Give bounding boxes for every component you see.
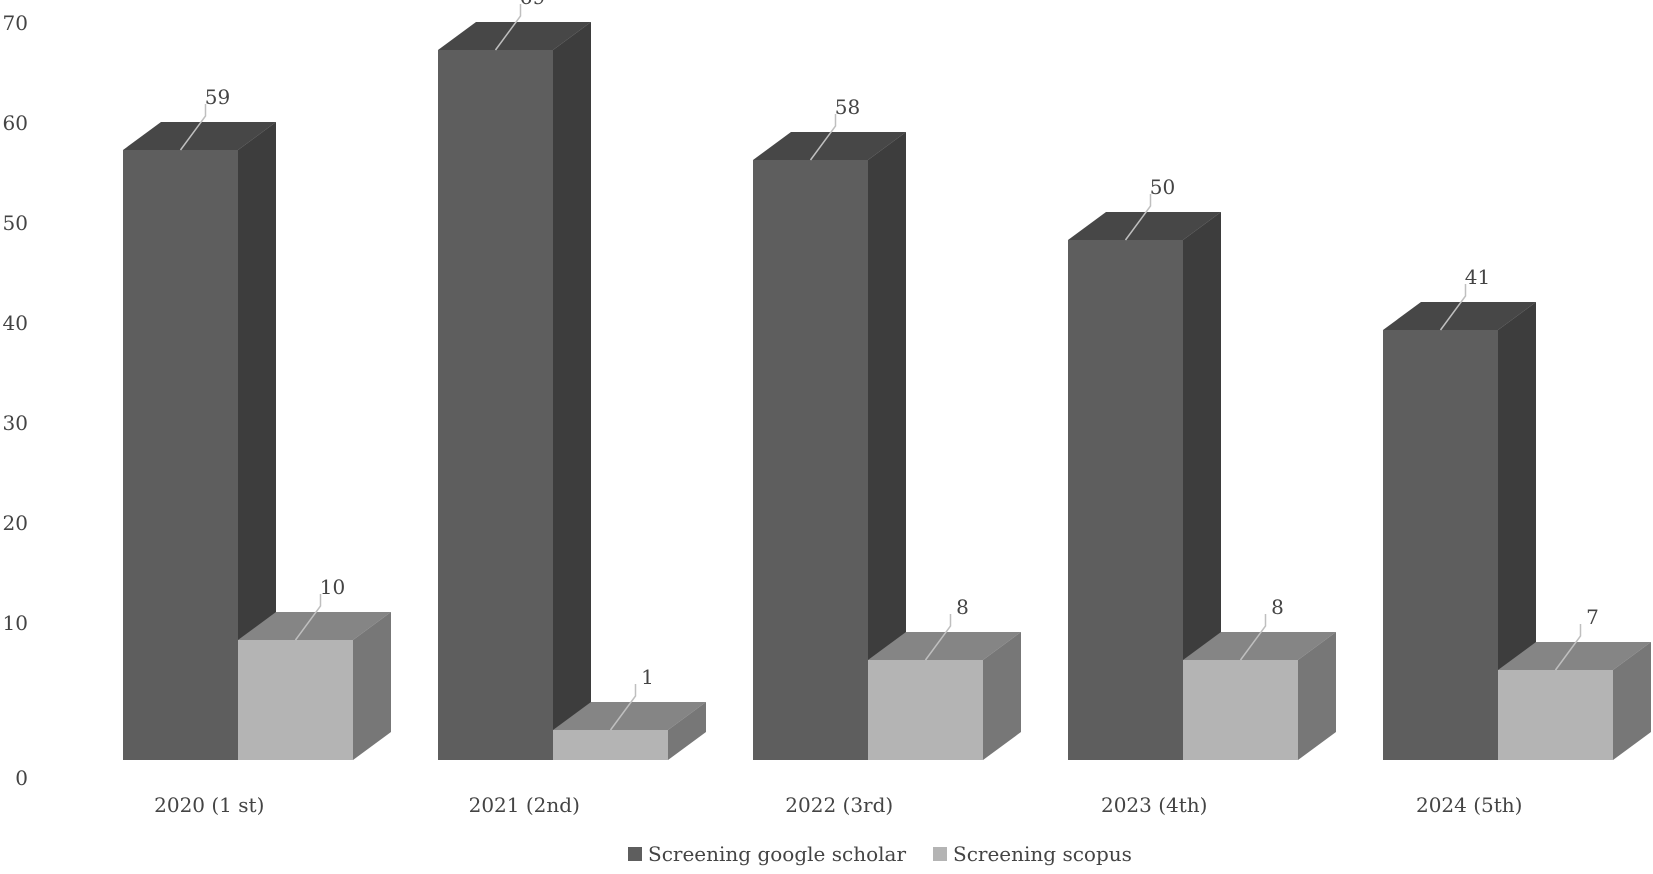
data-label-leader <box>1439 284 1467 331</box>
bars-layer <box>123 22 1651 760</box>
data-label-leader <box>294 594 322 641</box>
data-label: 1 <box>641 665 654 689</box>
x-tick-label: 2021 (2nd) <box>469 793 580 817</box>
data-label-leader <box>1554 624 1582 671</box>
y-tick-label: 30 <box>3 411 28 435</box>
y-tick-label: 60 <box>3 111 28 135</box>
data-label-leader <box>1124 194 1152 241</box>
data-label: 58 <box>835 95 860 119</box>
bar-side <box>668 702 706 760</box>
legend-swatch <box>628 847 642 861</box>
data-label: 41 <box>1465 265 1490 289</box>
bar-side <box>983 632 1021 760</box>
data-label-leader <box>179 104 207 151</box>
bar <box>438 50 553 760</box>
bar <box>753 160 868 760</box>
bar-side <box>553 22 591 760</box>
bar-top <box>1068 212 1221 240</box>
x-axis: 2020 (1 st) 2021 (2nd) 2022 (3rd) 2023 (4th… <box>154 793 1522 817</box>
bar-top <box>868 632 1021 660</box>
y-tick-label: 0 <box>15 766 28 790</box>
legend-swatch <box>933 847 947 861</box>
data-label: 8 <box>956 595 969 619</box>
bar-top <box>438 22 591 50</box>
bar-side <box>353 612 391 760</box>
bar <box>238 640 353 760</box>
legend: Screening google scholar Screening scopus <box>628 842 1132 866</box>
bar-top <box>1498 642 1651 670</box>
bar-top <box>553 702 706 730</box>
bar <box>553 730 668 760</box>
x-tick-label: 2023 (4th) <box>1101 793 1208 817</box>
x-tick-label: 2022 (3rd) <box>785 793 893 817</box>
data-label: 59 <box>205 85 230 109</box>
bar <box>1068 240 1183 760</box>
legend-label: Screening google scholar <box>648 842 906 866</box>
x-tick-label: 2020 (1 st) <box>154 793 264 817</box>
bar-top <box>753 132 906 160</box>
bar <box>1498 670 1613 760</box>
bar-side <box>1613 642 1651 760</box>
bar-side <box>868 132 906 760</box>
bar <box>868 660 983 760</box>
bar <box>123 150 238 760</box>
data-label: 7 <box>1586 605 1599 629</box>
data-label-leader <box>924 614 952 661</box>
bar <box>1183 660 1298 760</box>
y-tick-label: 70 <box>3 11 28 35</box>
bar-side <box>1183 212 1221 760</box>
data-label-leader <box>609 684 637 731</box>
data-label: 8 <box>1271 595 1284 619</box>
y-tick-label: 10 <box>3 611 28 635</box>
bar <box>1383 330 1498 760</box>
bar-side <box>1298 632 1336 760</box>
data-label-leader <box>1239 614 1267 661</box>
y-axis: 0 10 20 30 40 50 60 70 <box>3 11 28 790</box>
bar-top <box>1383 302 1536 330</box>
bar-top <box>1183 632 1336 660</box>
y-tick-label: 40 <box>3 311 28 335</box>
bar-top <box>123 122 276 150</box>
bar-side <box>1498 302 1536 760</box>
data-label: 69 <box>520 0 545 9</box>
bar-side <box>238 122 276 760</box>
y-tick-label: 50 <box>3 211 28 235</box>
legend-label: Screening scopus <box>953 842 1132 866</box>
data-labels: 59 10 69 1 58 8 50 8 41 7 <box>179 0 1599 731</box>
data-label: 10 <box>320 575 345 599</box>
data-label-leader <box>494 4 522 51</box>
x-tick-label: 2024 (5th) <box>1416 793 1523 817</box>
bar-top <box>238 612 391 640</box>
data-label: 50 <box>1150 175 1175 199</box>
data-label-leader <box>809 114 837 161</box>
y-tick-label: 20 <box>3 511 28 535</box>
